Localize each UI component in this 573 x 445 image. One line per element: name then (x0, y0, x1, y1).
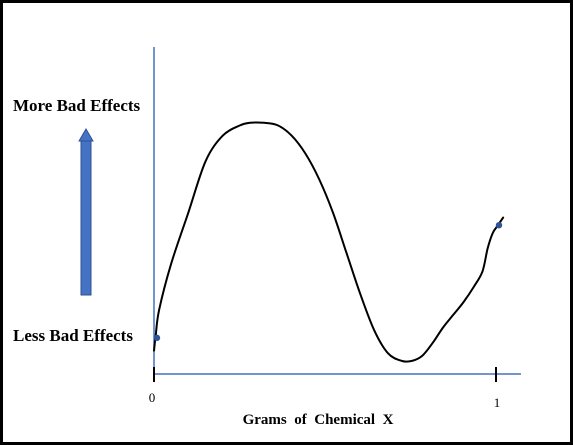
data-markers (153, 222, 503, 342)
x-tick-label-1: 1 (494, 395, 501, 410)
x-axis-title: Grams of Chemical X (243, 412, 394, 428)
data-point-marker (495, 222, 503, 229)
data-point-marker (153, 334, 161, 342)
less-bad-effects-label: Less Bad Effects (13, 326, 133, 345)
up-arrow-icon (78, 128, 94, 296)
up-arrow-head (78, 128, 94, 142)
x-tick-label-0: 0 (149, 390, 156, 405)
axes (153, 47, 521, 382)
more-bad-effects-label: More Bad Effects (13, 96, 141, 115)
up-arrow-shaft (80, 139, 92, 296)
series-line (153, 121, 505, 363)
